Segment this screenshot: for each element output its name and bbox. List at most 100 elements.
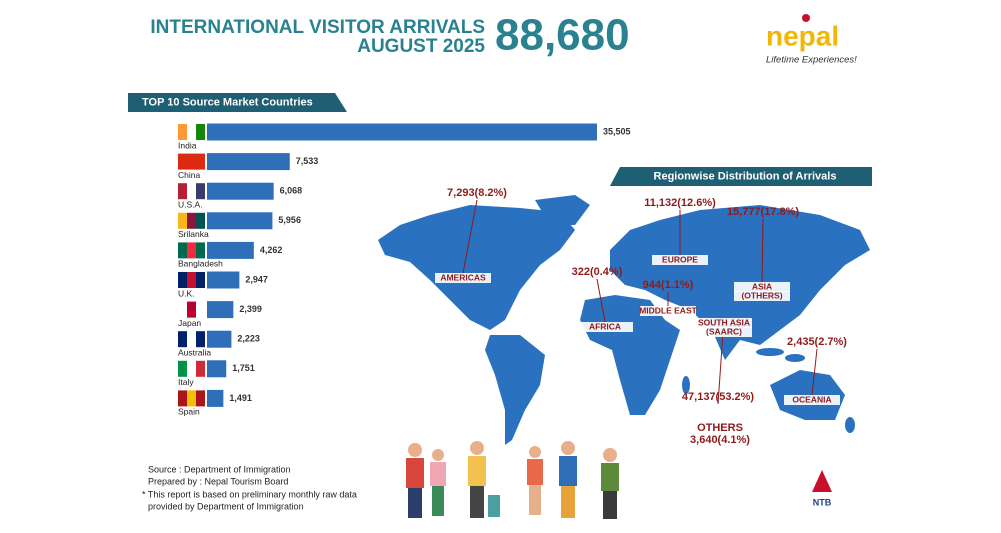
ntb-logo <box>812 470 832 492</box>
value-label: 35,505 <box>603 126 631 136</box>
logo-dot <box>802 14 810 22</box>
region-figure: 3,640(4.1%) <box>690 434 750 446</box>
category-label: Japan <box>178 318 201 328</box>
value-label: 4,262 <box>260 245 283 255</box>
region-name: (OTHERS) <box>741 290 782 300</box>
flag <box>178 242 187 259</box>
bar <box>207 360 227 378</box>
region-name: MIDDLE EAST <box>639 305 697 315</box>
region-figure: 11,132(12.6%) <box>644 197 716 209</box>
flag <box>196 153 205 170</box>
continent <box>535 195 590 225</box>
category-label: Italy <box>178 377 194 387</box>
region-title: Regionwise Distribution of Arrivals <box>654 170 837 182</box>
title: INTERNATIONAL VISITOR ARRIVALS <box>150 17 485 38</box>
island <box>756 348 784 356</box>
bar <box>207 330 232 348</box>
region-figure: 47,137(53.2%) <box>682 391 754 403</box>
continent <box>485 335 545 445</box>
flag <box>187 272 196 288</box>
region-label-bg <box>652 255 708 265</box>
category-label: Australia <box>178 347 211 357</box>
ntb-text: NTB <box>813 497 832 507</box>
flag <box>196 212 205 229</box>
category-label: India <box>178 140 197 150</box>
flag <box>187 242 196 259</box>
flag <box>178 360 187 377</box>
flag <box>178 331 187 348</box>
total: 88,680 <box>495 11 630 60</box>
value-label: 6,068 <box>280 186 303 196</box>
logo-tagline: Lifetime Experiences! <box>766 55 857 66</box>
leader-line <box>761 218 764 283</box>
flag <box>178 301 187 318</box>
section-band <box>128 93 347 112</box>
region-name: AFRICA <box>589 321 621 331</box>
region-name: OCEANIA <box>792 394 831 404</box>
value-label: 2,223 <box>237 334 260 344</box>
footnote: * This report is based on preliminary mo… <box>142 489 357 499</box>
value-label: 1,491 <box>229 393 252 403</box>
island <box>682 376 690 394</box>
flag <box>187 360 196 377</box>
flag <box>187 183 196 200</box>
value-label: 5,956 <box>278 215 301 225</box>
value-label: 1,751 <box>232 363 255 373</box>
bar <box>207 301 234 319</box>
category-label: U.S.A. <box>178 199 203 209</box>
category-label: Srilanka <box>178 229 209 239</box>
chart-title: TOP 10 Source Market Countries <box>142 96 313 108</box>
flag <box>196 331 205 348</box>
flag <box>187 301 196 318</box>
region-label-bg <box>696 327 752 337</box>
value-label: 2,399 <box>239 304 262 314</box>
flag <box>196 390 205 407</box>
island <box>785 354 805 362</box>
region-label-bg <box>734 291 790 301</box>
subtitle: AUGUST 2025 <box>357 36 485 57</box>
region-figure: 7,293(8.2%) <box>447 187 507 199</box>
region-label-bg <box>640 306 696 316</box>
flag <box>196 242 205 259</box>
region-figure: 15,777(17.8%) <box>727 206 799 218</box>
region-name: SOUTH ASIA <box>698 317 750 327</box>
region-name: (SAARC) <box>706 326 742 336</box>
flag <box>187 124 196 140</box>
leader-line <box>596 278 606 323</box>
footnote: Source : Department of Immigration <box>148 464 291 474</box>
category-label: Spain <box>178 407 200 417</box>
flag <box>196 183 205 200</box>
flag <box>187 331 196 348</box>
bar <box>207 241 254 259</box>
flag <box>196 360 205 377</box>
value-label: 7,533 <box>296 156 319 166</box>
bar <box>207 153 290 171</box>
region-label-bg <box>435 273 491 283</box>
region-name: AMERICAS <box>440 272 486 282</box>
region-label-bg <box>577 322 633 332</box>
logo: nepal <box>766 20 839 51</box>
category-label: China <box>178 170 200 180</box>
region-figure: 944(1.1%) <box>643 279 694 291</box>
footnote: Prepared by : Nepal Tourism Board <box>148 476 288 486</box>
section-band <box>610 167 872 186</box>
flag <box>187 212 196 229</box>
bar <box>207 212 273 230</box>
flag <box>178 272 187 288</box>
region-name: EUROPE <box>662 254 698 264</box>
region-figure: 2,435(2.7%) <box>787 336 847 348</box>
flag <box>187 390 196 407</box>
flag <box>178 124 187 140</box>
value-label: 2,947 <box>245 274 268 284</box>
flag <box>187 153 196 170</box>
flag <box>196 272 205 288</box>
region-label-bg <box>696 318 752 328</box>
leader-line <box>811 348 818 396</box>
flag <box>196 301 205 318</box>
island <box>845 417 855 433</box>
category-label: U.K. <box>178 288 195 298</box>
bar <box>207 271 240 289</box>
region-label-bg <box>734 282 790 292</box>
bar <box>207 123 597 141</box>
